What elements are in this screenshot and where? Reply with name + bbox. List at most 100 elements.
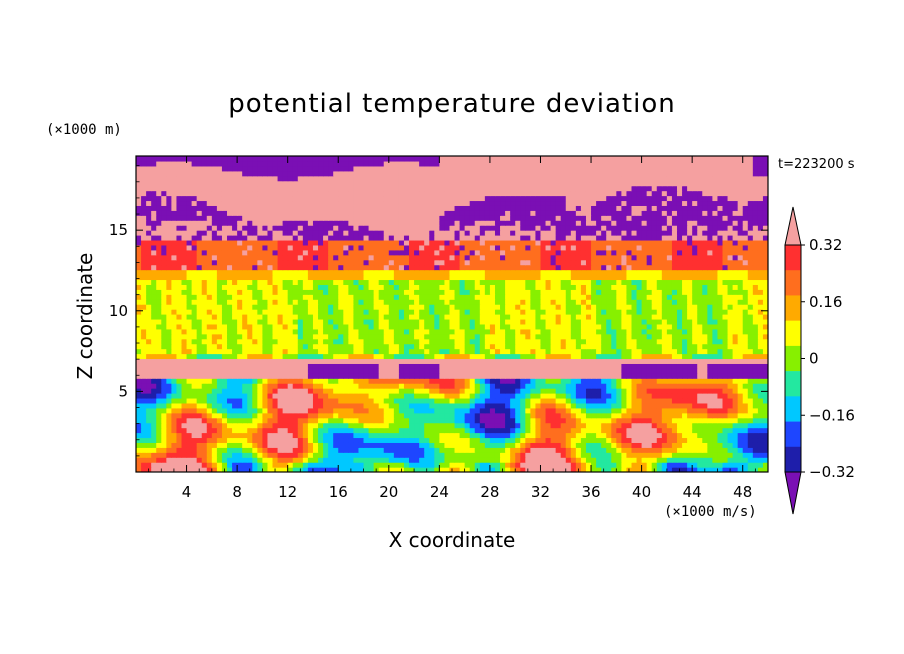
contour-cell xyxy=(474,368,481,374)
contour-cell xyxy=(318,397,324,404)
contour-cell xyxy=(611,309,617,315)
contour-cell xyxy=(363,323,370,330)
contour-cell xyxy=(464,417,471,424)
contour-cell xyxy=(712,393,719,399)
contour-cell xyxy=(267,383,274,389)
contour-cell xyxy=(616,397,622,404)
contour-cell xyxy=(742,323,749,330)
contour-cell xyxy=(545,383,552,389)
contour-cell xyxy=(510,299,516,305)
contour-cell xyxy=(171,289,178,295)
contour-cell xyxy=(191,358,198,364)
contour-cell xyxy=(257,338,263,345)
contour-cell xyxy=(651,304,658,310)
contour-cell xyxy=(484,467,491,472)
contour-cell xyxy=(697,407,703,414)
contour-cell xyxy=(409,348,415,355)
contour-cell xyxy=(666,442,673,448)
contour-cell xyxy=(611,294,617,300)
contour-cell xyxy=(494,363,501,369)
contour-cell xyxy=(494,393,501,399)
contour-cell xyxy=(398,402,405,409)
contour-cell xyxy=(196,393,203,399)
contour-cell xyxy=(722,363,729,369)
contour-cell xyxy=(656,304,663,310)
contour-cell xyxy=(671,373,678,379)
contour-cell xyxy=(737,417,744,424)
contour-cell xyxy=(707,294,713,300)
contour-cell xyxy=(221,447,228,453)
contour-cell xyxy=(631,294,638,300)
contour-cell xyxy=(646,328,653,335)
contour-cell xyxy=(500,407,506,414)
contour-cell xyxy=(227,402,233,409)
contour-cell xyxy=(616,358,622,364)
contour-cell xyxy=(282,378,289,384)
contour-cell xyxy=(151,402,157,409)
contour-cell xyxy=(550,412,557,419)
contour-cell xyxy=(383,299,390,305)
contour-cell xyxy=(282,388,289,394)
contour-cell xyxy=(227,457,233,463)
contour-cell xyxy=(712,452,719,458)
contour-cell xyxy=(419,358,425,364)
contour-cell xyxy=(262,358,269,364)
contour-cell xyxy=(682,299,688,305)
contour-cell xyxy=(656,323,663,330)
contour-cell xyxy=(580,397,587,404)
contour-cell xyxy=(732,299,739,305)
contour-cell xyxy=(378,304,385,310)
contour-cell xyxy=(732,309,739,315)
contour-cell xyxy=(707,338,713,345)
contour-cell xyxy=(363,457,370,463)
contour-cell xyxy=(348,373,355,379)
contour-cell xyxy=(500,417,506,424)
contour-cell xyxy=(363,442,370,448)
contour-cell xyxy=(682,388,688,394)
contour-cell xyxy=(591,462,597,468)
contour-cell xyxy=(631,289,638,295)
contour-cell xyxy=(232,452,238,458)
contour-cell xyxy=(707,299,713,305)
contour-cell xyxy=(479,457,486,463)
contour-cell xyxy=(575,437,582,443)
contour-cell xyxy=(510,402,516,409)
contour-cell xyxy=(227,289,233,295)
contour-cell xyxy=(712,457,719,463)
contour-cell xyxy=(621,397,628,404)
contour-cell xyxy=(141,289,147,295)
contour-cell xyxy=(494,378,501,384)
contour-cell xyxy=(141,427,147,434)
contour-cell xyxy=(530,363,537,369)
contour-cell xyxy=(479,343,486,350)
contour-cell xyxy=(540,393,547,399)
contour-cell xyxy=(333,368,339,374)
contour-cell xyxy=(525,358,531,364)
contour-cell xyxy=(687,368,693,374)
contour-cell xyxy=(489,343,496,350)
contour-cell xyxy=(742,299,749,305)
contour-cell xyxy=(277,294,284,300)
contour-cell xyxy=(232,368,238,374)
contour-cell xyxy=(156,353,162,360)
contour-cell xyxy=(378,422,385,429)
contour-cell xyxy=(323,447,329,453)
contour-cell xyxy=(500,412,506,419)
contour-cell xyxy=(636,422,643,429)
contour-cell xyxy=(328,383,334,389)
contour-cell xyxy=(348,304,355,310)
contour-cell xyxy=(232,363,238,369)
contour-cell xyxy=(591,338,597,345)
contour-cell xyxy=(414,368,420,374)
contour-cell xyxy=(414,462,420,468)
contour-cell xyxy=(444,323,451,330)
contour-cell xyxy=(312,368,319,374)
contour-cell xyxy=(242,353,248,360)
contour-cell xyxy=(484,442,491,448)
contour-cell xyxy=(181,442,188,448)
contour-cell xyxy=(323,422,329,429)
contour-cell xyxy=(545,343,552,350)
contour-cell xyxy=(287,437,294,443)
contour-cell xyxy=(373,422,380,429)
contour-cell xyxy=(368,358,375,364)
